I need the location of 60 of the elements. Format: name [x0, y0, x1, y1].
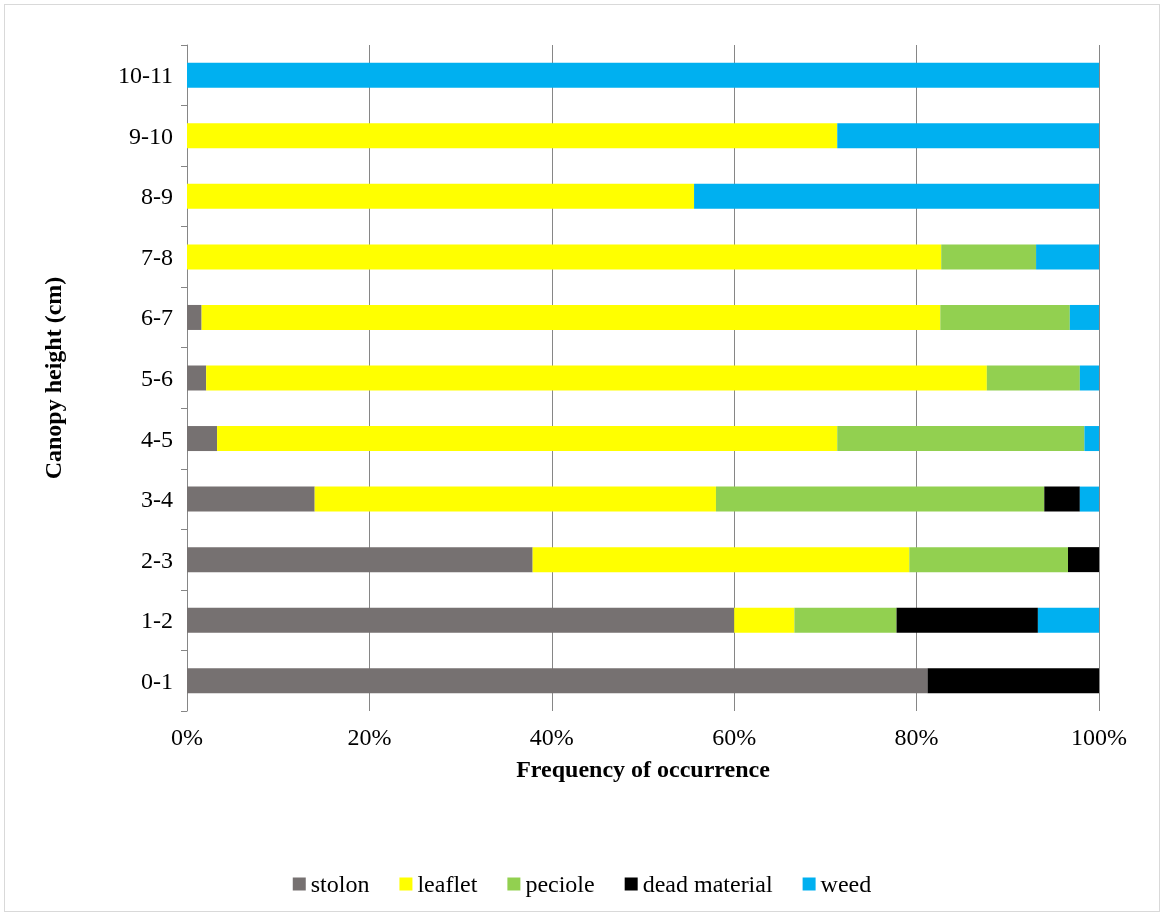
y-tick-label: 5-6 [141, 365, 173, 391]
bar [896, 607, 1038, 633]
bar [532, 547, 910, 573]
bar [187, 244, 942, 270]
legend-label: stolon [310, 871, 370, 897]
y-tick-label: 4-5 [141, 425, 173, 452]
y-tick-label: 0-1 [141, 667, 173, 694]
bar [187, 62, 1099, 88]
bar [694, 183, 1099, 209]
bar [794, 607, 897, 633]
bar [187, 486, 315, 512]
bar [187, 365, 207, 391]
bar [314, 486, 716, 512]
bar [941, 244, 1037, 270]
bar [1067, 547, 1099, 573]
y-tick-label: 3-4 [141, 486, 173, 513]
bar [1079, 486, 1099, 512]
x-tick-label: 100% [1071, 724, 1127, 750]
bar [217, 426, 838, 452]
legend-label: leaflet [417, 871, 478, 897]
bar [986, 365, 1080, 391]
y-tick-label: 9-10 [129, 122, 173, 149]
y-tick-label: 8-9 [141, 183, 173, 210]
y-tick-label: 1-2 [141, 607, 173, 634]
bar [187, 607, 735, 633]
x-tick-label: 20% [347, 724, 392, 750]
bar [187, 426, 218, 452]
bar [837, 426, 1085, 452]
x-tick-label: 40% [529, 724, 574, 750]
bar [837, 123, 1099, 149]
x-tick-label: 80% [894, 724, 939, 750]
bar [909, 547, 1068, 573]
bar [187, 547, 533, 573]
bar [1036, 244, 1099, 270]
bar [940, 304, 1070, 330]
x-axis-title: Frequency of occurrence [516, 756, 771, 782]
bar [187, 304, 202, 330]
bar [1084, 426, 1099, 452]
bar [187, 668, 928, 694]
x-tick-label: 0% [171, 724, 203, 750]
bar [927, 668, 1099, 694]
bar [187, 123, 838, 149]
y-tick-label: 6-7 [141, 304, 173, 331]
bar [1079, 365, 1099, 391]
y-tick-label: 7-8 [141, 243, 173, 270]
legend-label: weed [820, 871, 872, 897]
y-tick-label: 10-11 [117, 62, 173, 89]
bar [201, 304, 941, 330]
bar [206, 365, 987, 391]
bar [1069, 304, 1099, 330]
legend-label: dead material [642, 871, 773, 897]
x-tick-label: 60% [712, 724, 757, 750]
y-axis-title: Canopy height (cm) [40, 276, 66, 480]
legend-label: peciole [525, 871, 595, 897]
bar [1044, 486, 1080, 512]
bar [1037, 607, 1099, 633]
bar [187, 183, 695, 209]
y-tick-label: 2-3 [141, 546, 173, 573]
bar [715, 486, 1045, 512]
bar [734, 607, 795, 633]
